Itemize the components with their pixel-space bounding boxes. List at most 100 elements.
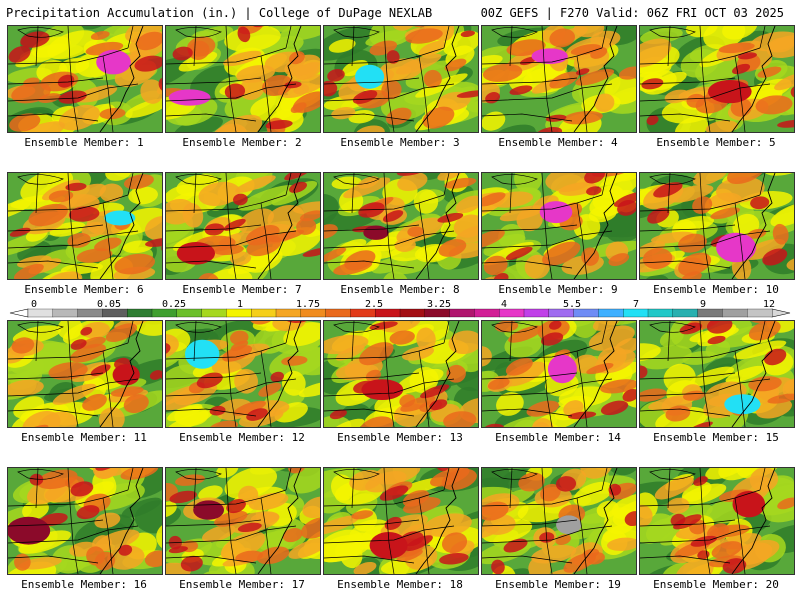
- state-boundary: [225, 173, 237, 279]
- precip-contour: [596, 500, 619, 518]
- ensemble-member-label: Ensemble Member: 5: [656, 136, 776, 149]
- precip-contour: [416, 327, 436, 351]
- state-boundary: [324, 194, 445, 212]
- state-boundary: [667, 26, 671, 67]
- precip-contour: [604, 209, 636, 243]
- precip-contour: [269, 26, 304, 32]
- precip-contour: [99, 108, 126, 120]
- state-boundary: [166, 378, 297, 397]
- precip-maximum: [112, 364, 140, 386]
- state-boundary: [640, 555, 731, 564]
- precip-contour: [647, 207, 670, 224]
- ensemble-member-label: Ensemble Member: 7: [182, 283, 302, 296]
- coastline: [731, 173, 776, 279]
- state-boundary: [640, 378, 771, 397]
- colorbar-swatch: [548, 308, 575, 318]
- precip-contour: [270, 371, 285, 383]
- precip-contour: [443, 411, 477, 427]
- precip-contour: [382, 271, 409, 279]
- precip-contour: [302, 247, 320, 257]
- precip-contour: [52, 383, 97, 405]
- precip-maximum: [531, 48, 568, 64]
- precip-contour: [29, 473, 44, 486]
- state-boundary: [67, 321, 79, 427]
- precip-contour: [542, 241, 581, 266]
- precip-contour: [718, 42, 755, 54]
- precip-contour: [640, 388, 667, 402]
- state-boundary: [640, 194, 761, 212]
- precip-contour: [545, 114, 567, 122]
- state-boundary: [383, 26, 395, 132]
- precip-contour: [437, 212, 464, 223]
- state-boundary: [667, 468, 671, 509]
- ensemble-member-label: Ensemble Member: 20: [653, 578, 779, 591]
- precip-contour: [640, 343, 661, 362]
- precip-contour: [237, 522, 262, 533]
- precip-contour: [483, 255, 508, 276]
- state-boundary: [443, 173, 450, 196]
- state-boundary: [541, 321, 553, 427]
- precip-contour: [298, 381, 320, 398]
- ensemble-member-map: [481, 467, 637, 575]
- precip-contour: [76, 505, 100, 520]
- state-boundary: [640, 224, 736, 232]
- precip-contour: [302, 496, 320, 518]
- precip-contour: [94, 468, 119, 479]
- colorbar-tick-label: 12: [763, 300, 775, 310]
- state-boundary: [509, 26, 513, 67]
- precip-contour: [482, 192, 506, 207]
- precip-contour: [584, 173, 606, 184]
- precip-contour: [135, 31, 162, 51]
- state-boundary: [35, 468, 39, 509]
- precip-contour: [706, 321, 733, 334]
- state-boundary: [166, 408, 257, 417]
- precip-contour: [395, 368, 444, 394]
- precip-contour: [439, 552, 469, 565]
- precip-contour: [608, 253, 630, 267]
- precip-contour: [505, 357, 533, 376]
- state-boundary: [482, 113, 573, 122]
- precip-contour: [13, 263, 44, 279]
- state-boundary: [324, 83, 455, 102]
- state-boundary: [759, 26, 766, 49]
- state-boundary: [759, 321, 766, 344]
- lake-outline: [17, 27, 64, 38]
- state-boundary: [640, 372, 736, 380]
- precip-contour: [653, 182, 683, 198]
- state-boundary: [541, 26, 553, 132]
- precip-contour: [725, 365, 765, 383]
- precip-contour: [229, 251, 252, 266]
- precip-contour: [134, 55, 162, 72]
- precip-maximum: [363, 225, 389, 240]
- precip-contour: [690, 535, 718, 547]
- precip-contour: [281, 355, 308, 366]
- precip-contour: [222, 345, 253, 362]
- precip-contour: [209, 420, 239, 427]
- precip-contour: [429, 399, 448, 411]
- precip-maximum: [185, 339, 220, 369]
- ensemble-member-map: [639, 320, 795, 428]
- precip-contour: [580, 468, 613, 479]
- state-boundary: [324, 519, 420, 527]
- precip-contour: [107, 545, 145, 570]
- precip-contour: [329, 409, 347, 420]
- precip-contour: [679, 322, 703, 335]
- state-boundary: [67, 173, 79, 279]
- precip-contour: [235, 175, 276, 193]
- state-boundary: [8, 113, 99, 122]
- precip-contour: [482, 524, 500, 539]
- precip-contour: [210, 123, 248, 132]
- precip-contour: [359, 342, 394, 366]
- coastline: [415, 173, 460, 279]
- precip-contour: [68, 206, 100, 222]
- precip-contour: [396, 173, 427, 176]
- precip-contour: [607, 537, 636, 551]
- lake-outline: [175, 27, 222, 38]
- precip-contour: [455, 224, 478, 244]
- lake-outline: [175, 469, 222, 480]
- colorbar-tick-label: 0.25: [162, 300, 186, 310]
- precip-contour: [531, 418, 554, 427]
- precip-contour: [505, 246, 533, 261]
- ensemble-member-label: Ensemble Member: 11: [21, 431, 147, 444]
- coastline: [99, 468, 144, 574]
